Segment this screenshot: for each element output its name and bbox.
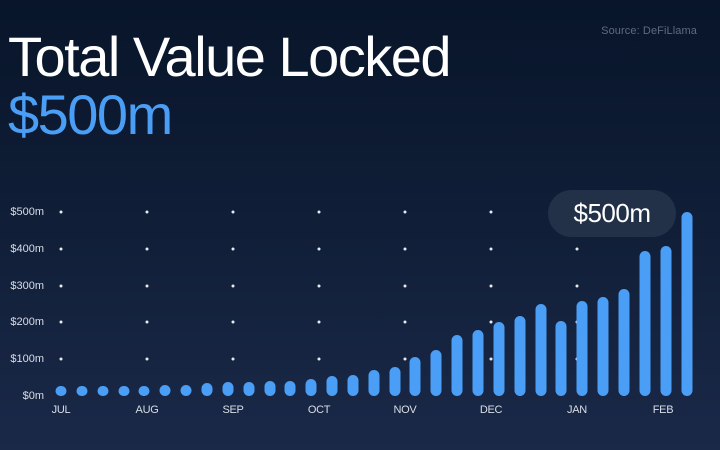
chart-bar[interactable]	[409, 357, 421, 396]
grid-dot	[489, 320, 493, 324]
grid-dot	[403, 357, 407, 361]
grid-dot	[489, 210, 493, 214]
grid-dot	[403, 284, 407, 288]
chart-bar[interactable]	[597, 296, 609, 396]
x-axis-label: AUG	[135, 404, 159, 416]
grid-dot	[317, 210, 321, 214]
grid-dot	[59, 320, 63, 324]
page-title: Total Value Locked	[8, 25, 452, 88]
grid-dot	[145, 357, 149, 361]
grid-dot	[231, 320, 235, 324]
chart-bar[interactable]	[618, 288, 630, 396]
grid-dot	[489, 247, 493, 251]
grid-dot	[59, 247, 63, 251]
grid-dot	[145, 210, 149, 214]
y-axis-label: $500m	[10, 206, 44, 218]
grid-dot	[575, 284, 579, 288]
chart-bar[interactable]	[264, 381, 275, 396]
x-axis-label: JUL	[51, 404, 71, 416]
chart-bar[interactable]	[222, 382, 234, 396]
grid-dot	[575, 247, 579, 251]
chart-bar[interactable]	[76, 386, 88, 396]
grid-dot	[59, 210, 63, 214]
chart-bar[interactable]	[451, 335, 463, 396]
chart-bar[interactable]	[180, 384, 192, 396]
chart-bar[interactable]	[639, 250, 651, 396]
grid-dot	[317, 247, 321, 251]
x-axis-label: SEP	[222, 404, 244, 416]
chart-bar[interactable]	[430, 350, 442, 396]
y-axis-label: $300m	[10, 279, 44, 292]
grid-dot	[317, 357, 321, 361]
chart-bar[interactable]	[138, 386, 150, 396]
chart-bar[interactable]	[284, 380, 296, 396]
headline-value: $500m	[8, 83, 173, 146]
chart-bar[interactable]	[55, 386, 67, 396]
chart-bar[interactable]	[243, 382, 255, 396]
grid-dot	[317, 320, 321, 324]
x-axis-label: NOV	[393, 404, 417, 416]
chart-bar[interactable]	[576, 301, 588, 396]
grid-dot	[145, 320, 149, 324]
chart-bar[interactable]	[97, 386, 109, 396]
chart-bar[interactable]	[493, 322, 505, 396]
y-axis-label: $400m	[10, 242, 44, 255]
grid-dot	[403, 320, 407, 324]
chart-bar[interactable]	[472, 329, 484, 396]
y-axis-label: $200m	[10, 316, 44, 329]
chart-bar[interactable]	[159, 384, 171, 396]
grid-dot	[489, 357, 493, 361]
value-tooltip: $500m	[548, 190, 676, 237]
y-axis-label: $0m	[22, 390, 44, 402]
grid-dot	[403, 247, 407, 251]
grid-dot	[317, 284, 321, 288]
grid-dot	[59, 357, 63, 361]
grid-dot	[231, 284, 235, 288]
chart-bar[interactable]	[118, 386, 130, 396]
grid-dot	[403, 210, 407, 214]
chart-bar[interactable]	[347, 374, 359, 396]
chart-bar[interactable]	[681, 212, 692, 396]
grid-dot	[231, 247, 235, 251]
chart-bar[interactable]	[514, 315, 526, 396]
grid-dot	[59, 284, 63, 288]
grid-dot	[145, 284, 149, 288]
chart-bar[interactable]	[305, 379, 317, 396]
x-axis-label: FEB	[652, 404, 674, 416]
x-axis-label: DEC	[479, 404, 503, 416]
grid-dot	[145, 247, 149, 251]
chart-bar[interactable]	[555, 320, 567, 396]
grid-dot	[489, 284, 493, 288]
chart-bar[interactable]	[389, 366, 401, 396]
chart-bar[interactable]	[201, 383, 213, 396]
grid-dot	[231, 357, 235, 361]
grid-dot	[231, 210, 235, 214]
x-axis-label: JAN	[567, 404, 587, 416]
source-label: Source: DeFiLlama	[601, 25, 697, 37]
chart-bar[interactable]	[660, 245, 672, 396]
chart-bar[interactable]	[326, 375, 338, 396]
x-axis-label: OCT	[307, 404, 331, 416]
chart-bar[interactable]	[368, 370, 380, 396]
chart-bar[interactable]	[535, 304, 547, 396]
y-axis-label: $100m	[10, 353, 44, 366]
